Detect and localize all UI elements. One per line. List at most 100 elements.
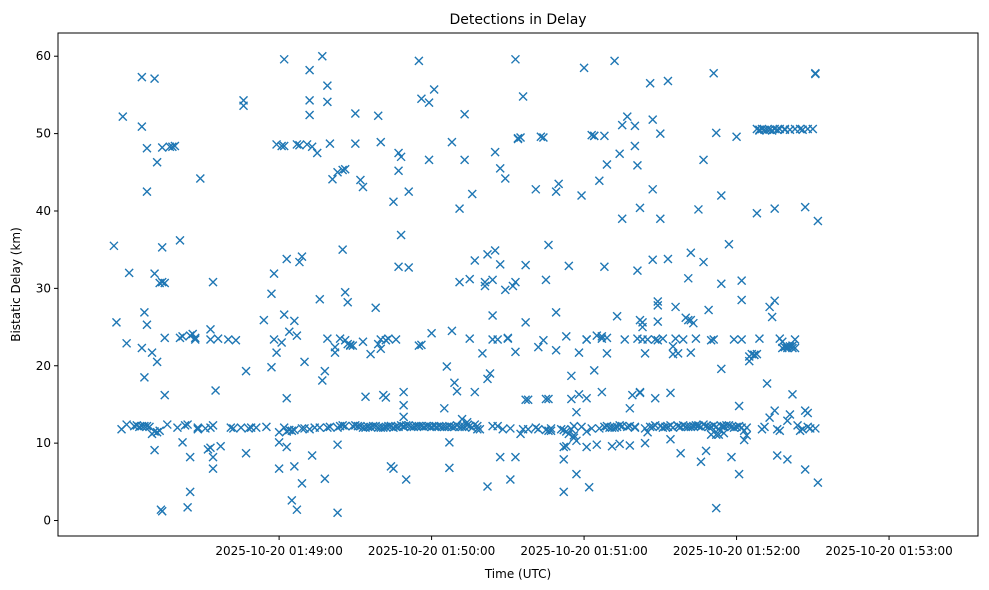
data-point xyxy=(744,356,754,366)
data-point xyxy=(178,437,188,447)
data-point xyxy=(765,302,775,312)
data-point xyxy=(259,315,269,325)
data-point xyxy=(566,394,576,404)
data-point xyxy=(350,108,360,118)
data-point xyxy=(800,202,810,212)
y-tick-label: 0 xyxy=(43,514,51,528)
data-point xyxy=(625,440,635,450)
data-point xyxy=(330,342,340,352)
data-point xyxy=(404,262,414,272)
data-point xyxy=(348,341,358,351)
data-point xyxy=(320,366,330,376)
data-point xyxy=(231,335,241,345)
data-point xyxy=(546,426,556,436)
data-point xyxy=(111,317,121,327)
data-point xyxy=(803,408,813,418)
data-point xyxy=(589,131,599,141)
data-point xyxy=(340,287,350,297)
data-point xyxy=(358,337,368,347)
data-point xyxy=(566,371,576,381)
data-point xyxy=(208,277,218,287)
data-point xyxy=(500,173,510,183)
data-point xyxy=(251,423,261,433)
data-point xyxy=(289,425,299,435)
data-point xyxy=(615,149,625,159)
data-point xyxy=(274,464,284,474)
data-point xyxy=(640,438,650,448)
data-point xyxy=(282,393,292,403)
data-point xyxy=(571,436,581,446)
data-point xyxy=(424,155,434,165)
data-point xyxy=(325,139,335,149)
data-point xyxy=(185,331,195,341)
data-point xyxy=(368,421,378,431)
data-point xyxy=(589,365,599,375)
data-point xyxy=(205,324,215,334)
data-point xyxy=(338,420,348,430)
data-point xyxy=(185,452,195,462)
data-point xyxy=(632,266,642,276)
data-point xyxy=(447,422,457,432)
data-point xyxy=(292,505,302,515)
data-point xyxy=(770,296,780,306)
data-point xyxy=(683,273,693,283)
y-tick-label: 30 xyxy=(36,281,51,295)
data-point xyxy=(442,362,452,372)
data-point xyxy=(178,331,188,341)
data-point xyxy=(297,423,307,433)
data-point xyxy=(160,390,170,400)
data-point xyxy=(205,443,215,453)
data-point xyxy=(401,420,411,430)
data-point xyxy=(495,452,505,462)
data-point xyxy=(266,289,276,299)
data-point xyxy=(272,139,282,149)
data-point xyxy=(307,451,317,461)
data-point xyxy=(716,191,726,201)
data-point xyxy=(612,311,622,321)
data-point xyxy=(467,189,477,199)
data-point xyxy=(399,400,409,410)
data-point xyxy=(366,349,376,359)
data-point xyxy=(300,357,310,367)
y-tick-label: 20 xyxy=(36,359,51,373)
data-point xyxy=(508,281,518,291)
data-point xyxy=(490,147,500,157)
data-point xyxy=(383,334,393,344)
data-point xyxy=(261,422,271,432)
data-point xyxy=(195,173,205,183)
data-point xyxy=(190,333,200,343)
data-point xyxy=(490,245,500,255)
data-point xyxy=(444,463,454,473)
data-points xyxy=(109,51,823,518)
data-point xyxy=(770,406,780,416)
data-point xyxy=(724,420,734,430)
y-tick-label: 10 xyxy=(36,436,51,450)
data-point xyxy=(190,334,200,344)
x-tick-label: 2025-10-20 01:52:00 xyxy=(673,544,800,558)
data-point xyxy=(622,422,632,432)
data-point xyxy=(752,349,762,359)
data-point xyxy=(732,132,742,142)
data-point xyxy=(188,329,198,339)
data-point xyxy=(772,424,782,434)
data-point xyxy=(716,279,726,289)
data-point xyxy=(376,137,386,147)
data-point xyxy=(523,424,533,434)
data-point xyxy=(577,191,587,201)
data-point xyxy=(213,334,223,344)
data-point xyxy=(787,343,797,353)
data-point xyxy=(137,122,147,132)
data-point xyxy=(569,421,579,431)
data-point xyxy=(416,340,426,350)
data-point xyxy=(663,76,673,86)
data-point xyxy=(648,184,658,194)
data-point xyxy=(650,334,660,344)
data-point xyxy=(284,327,294,337)
data-point xyxy=(307,142,317,152)
data-point xyxy=(208,420,218,430)
data-point xyxy=(396,230,406,240)
data-point xyxy=(124,268,134,278)
data-point xyxy=(292,331,302,341)
data-point xyxy=(155,426,165,436)
data-point xyxy=(465,421,475,431)
